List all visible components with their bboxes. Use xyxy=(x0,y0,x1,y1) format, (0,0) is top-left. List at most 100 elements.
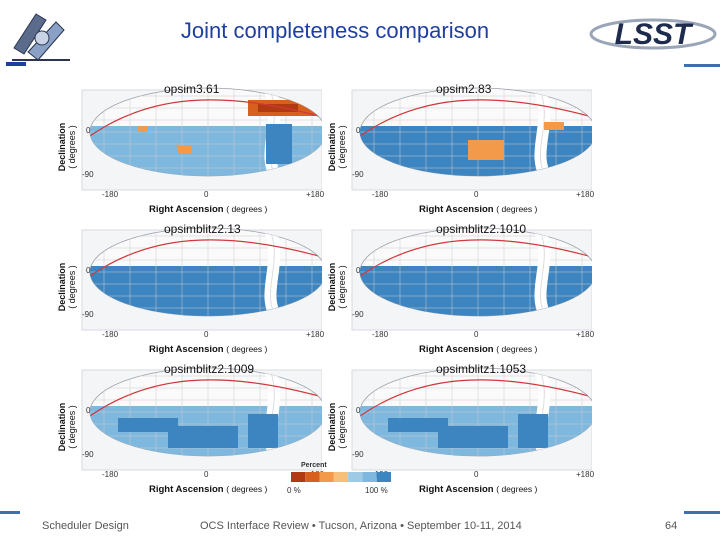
x-tick-left: -180 xyxy=(372,190,389,199)
skymap-panel: opsim2.83 Declination( degrees ) 0 -90 -180 0… xyxy=(324,82,595,222)
x-tick-mid: 0 xyxy=(474,330,479,339)
x-axis-title: Right Ascension xyxy=(419,344,494,355)
y-tick-top: 0 xyxy=(356,126,361,135)
colorbar-swatch xyxy=(305,472,320,482)
page-number: 64 xyxy=(665,520,678,532)
y-axis-label: Declination( degrees ) xyxy=(324,382,350,472)
y-axis-units: ( degrees ) xyxy=(337,405,347,449)
y-axis-units: ( degrees ) xyxy=(337,265,347,309)
colorbar-swatches xyxy=(291,472,391,482)
x-axis-units: ( degrees ) xyxy=(496,204,538,214)
x-axis-units: ( degrees ) xyxy=(226,204,268,214)
y-axis-label: Declination( degrees ) xyxy=(324,102,350,192)
colorbar-swatch xyxy=(362,472,377,482)
x-tick-right: +180 xyxy=(306,190,325,199)
ecliptic-curve xyxy=(360,239,592,277)
y-tick-bottom: -90 xyxy=(352,310,364,319)
x-axis-units: ( degrees ) xyxy=(226,344,268,354)
panel-title: opsimblitz2.1009 xyxy=(164,362,255,376)
y-tick-top: 0 xyxy=(86,406,91,415)
colorbar-min-label: 0 % xyxy=(287,486,301,495)
ecliptic-curve xyxy=(90,239,322,277)
y-tick-bottom: -90 xyxy=(352,450,364,459)
svg-text:LSST: LSST xyxy=(615,18,694,51)
skymap-plot xyxy=(351,87,592,191)
x-tick-mid: 0 xyxy=(204,190,209,199)
ecliptic-curve xyxy=(360,379,592,417)
y-tick-top: 0 xyxy=(86,126,91,135)
x-axis-label: Right Ascension ( degrees ) xyxy=(149,484,267,495)
x-tick-mid: 0 xyxy=(474,470,479,479)
x-axis-title: Right Ascension xyxy=(419,204,494,215)
y-tick-top: 0 xyxy=(356,266,361,275)
panel-title: opsimblitz2.13 xyxy=(164,222,241,236)
y-axis-title: Declination xyxy=(327,402,337,452)
colorbar-max-label: 100 % xyxy=(365,486,388,495)
y-axis-units: ( degrees ) xyxy=(337,125,347,169)
x-tick-mid: 0 xyxy=(204,330,209,339)
x-tick-mid: 0 xyxy=(474,190,479,199)
x-tick-left: -180 xyxy=(102,330,119,339)
x-tick-mid: 0 xyxy=(204,470,209,479)
x-axis-units: ( degrees ) xyxy=(226,484,268,494)
y-axis-units: ( degrees ) xyxy=(67,405,77,449)
colorbar-swatch xyxy=(319,472,334,482)
skymap-plot xyxy=(81,87,322,191)
x-tick-left: -180 xyxy=(102,190,119,199)
skymap-plot xyxy=(351,367,592,471)
y-axis-title: Declination xyxy=(57,402,67,452)
y-tick-bottom: -90 xyxy=(82,170,94,179)
x-axis-units: ( degrees ) xyxy=(496,344,538,354)
footer-left: Scheduler Design xyxy=(42,520,129,532)
skymap-panel: opsimblitz1.1053 Declination( degrees ) 0-… xyxy=(324,362,594,502)
x-axis-label: Right Ascension ( degrees ) xyxy=(419,484,537,495)
x-tick-left: -180 xyxy=(102,470,119,479)
y-axis-units: ( degrees ) xyxy=(67,265,77,309)
x-axis-units: ( degrees ) xyxy=(496,484,538,494)
colorbar-swatch xyxy=(333,472,349,482)
y-tick-bottom: -90 xyxy=(352,170,364,179)
skymap-panel: opsimblitz2.13 Declination( degrees ) 0 -90… xyxy=(54,222,324,362)
y-tick-top: 0 xyxy=(86,266,91,275)
footer-rule-left xyxy=(0,511,20,514)
x-axis-title: Right Ascension xyxy=(149,484,224,495)
panel-title: opsimblitz1.1053 xyxy=(436,362,527,376)
colorbar-swatch xyxy=(376,472,391,482)
y-axis-label: Declination( degrees ) xyxy=(54,382,80,472)
y-tick-top: 0 xyxy=(356,406,361,415)
ecliptic-curve xyxy=(90,379,322,417)
skymap-panel: opsimblitz2.1010 Declination( degrees ) 0-… xyxy=(324,222,595,362)
y-axis-label: Declination( degrees ) xyxy=(54,242,80,332)
header-rule xyxy=(684,64,720,67)
y-axis-title: Declination xyxy=(327,122,337,172)
telescope-logo-icon xyxy=(6,8,76,66)
x-tick-left: -180 xyxy=(372,330,389,339)
x-tick-right: +180 xyxy=(576,190,595,199)
x-tick-right: +180 xyxy=(576,330,595,339)
y-axis-units: ( degrees ) xyxy=(67,125,77,169)
panel-title: opsim2.83 xyxy=(436,82,492,96)
x-axis-label: Right Ascension ( degrees ) xyxy=(419,344,537,355)
skymap-plot xyxy=(351,227,592,331)
x-axis-title: Right Ascension xyxy=(149,344,224,355)
y-axis-label: Declination( degrees ) xyxy=(54,102,80,192)
x-axis-label: Right Ascension ( degrees ) xyxy=(149,344,267,355)
footer-rule-right xyxy=(684,511,720,514)
colorbar-title: Percent xyxy=(301,462,327,469)
panel-title: opsim3.61 xyxy=(164,82,220,96)
y-tick-bottom: -90 xyxy=(82,310,94,319)
skymap-plot xyxy=(81,367,322,471)
skymap-panel: opsimblitz2.1009 Declination( degrees ) 0-… xyxy=(54,362,324,502)
x-axis-title: Right Ascension xyxy=(419,484,494,495)
lsst-logo-icon: LSST xyxy=(588,8,718,56)
ecliptic-curve xyxy=(90,99,322,137)
y-tick-bottom: -90 xyxy=(82,450,94,459)
colorbar-legend: Percent 0 % 100 % xyxy=(287,462,397,496)
ecliptic-curve xyxy=(360,99,592,137)
colorbar-swatch xyxy=(291,472,306,482)
y-axis-title: Declination xyxy=(327,262,337,312)
footer-center: OCS Interface Review • Tucson, Arizona •… xyxy=(200,520,522,532)
y-axis-title: Declination xyxy=(57,262,67,312)
colorbar-swatch xyxy=(348,472,363,482)
skymap-panel: opsim3.61 Declination( degrees ) 0 -90 -180 0… xyxy=(54,82,325,222)
